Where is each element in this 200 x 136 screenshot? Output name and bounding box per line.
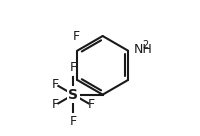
Text: F: F (88, 98, 95, 111)
Text: F: F (51, 98, 59, 111)
Text: F: F (51, 78, 59, 91)
Text: S: S (68, 88, 78, 102)
Text: F: F (70, 115, 77, 128)
Text: F: F (72, 30, 80, 43)
Text: F: F (70, 61, 77, 74)
Text: 2: 2 (143, 40, 149, 50)
Text: NH: NH (134, 43, 153, 56)
